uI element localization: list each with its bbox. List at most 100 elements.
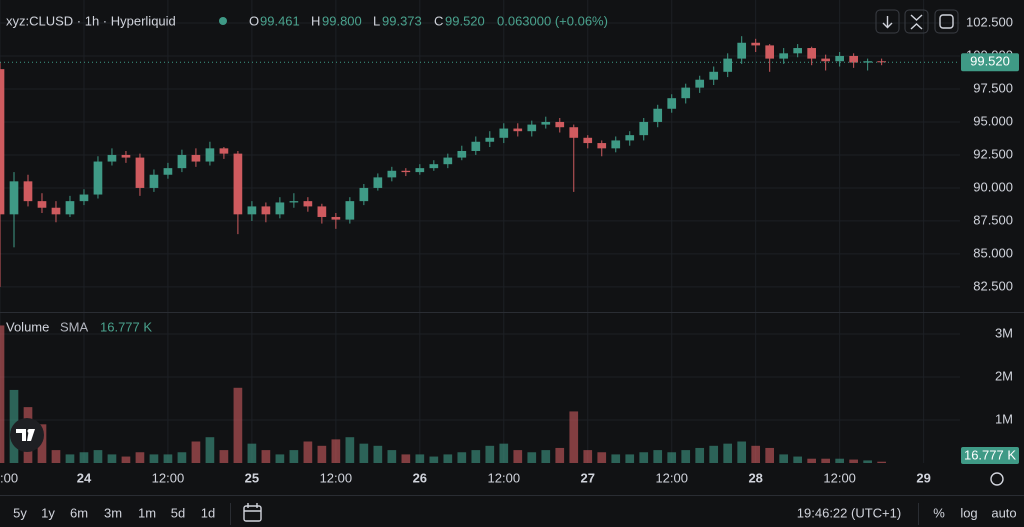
candle-body [191, 154, 201, 162]
volume-bar [765, 447, 775, 463]
icon [910, 14, 923, 30]
candle-body [37, 201, 47, 208]
volume-bar [359, 443, 369, 463]
volume-bar [135, 452, 145, 463]
ohlc-key: O [249, 13, 259, 28]
y-tick-label: 95.000 [973, 113, 1013, 128]
settings-icon[interactable] [990, 472, 1004, 486]
calendar-lines [244, 503, 261, 512]
x-tick-label: :00 [0, 470, 18, 485]
tv-logo [10, 418, 44, 452]
candle-body [303, 201, 313, 207]
candle-body [499, 128, 509, 138]
y-tick-label: 85.000 [973, 245, 1013, 260]
volume-bar [863, 460, 872, 463]
volume-bar [877, 461, 886, 463]
range-button[interactable]: 1m [138, 505, 156, 520]
volume-bar [611, 454, 621, 463]
button-down[interactable] [875, 9, 900, 34]
logo-bg [10, 418, 44, 452]
candle-body [723, 58, 733, 72]
axis-settings[interactable] [990, 472, 1004, 486]
icon [882, 16, 893, 29]
scale-option[interactable]: auto [991, 505, 1016, 520]
volume-bar [317, 445, 327, 463]
volume-bar [51, 450, 61, 463]
x-tick-label: 12:00 [823, 470, 856, 485]
range-button[interactable]: 1d [201, 505, 215, 520]
candle-body [23, 181, 33, 202]
volume-bar [653, 450, 663, 463]
candle-body [373, 177, 383, 188]
volume-bar [849, 459, 858, 463]
scale-option[interactable]: log [960, 505, 977, 520]
candle-body [681, 87, 691, 99]
volume-bar [625, 454, 635, 463]
volume-bar [373, 445, 383, 463]
candle-body [51, 207, 61, 215]
candle-body [233, 153, 243, 215]
button-collapse[interactable] [904, 9, 929, 34]
volume-bar [499, 443, 509, 463]
volume-bar [177, 452, 187, 463]
x-tick-label: 12:00 [152, 470, 185, 485]
candle-body [205, 148, 215, 162]
top-buttons [875, 9, 959, 34]
sma-title: SMA [60, 319, 89, 334]
ohlc-value: 99.800 [322, 13, 362, 28]
y-tick-label: 90.000 [973, 179, 1013, 194]
volume-bar [737, 441, 747, 463]
candle-body [331, 216, 341, 220]
range-button[interactable]: 3m [104, 505, 122, 520]
candle-body [849, 55, 858, 63]
candle-body [429, 164, 439, 169]
range-button[interactable]: 5d [171, 505, 185, 520]
volume-bar [485, 445, 495, 463]
volume-bar [275, 454, 285, 463]
volume-bar [0, 325, 5, 463]
range-button[interactable]: 6m [70, 505, 88, 520]
candle-body [247, 206, 257, 215]
ohlc-value: 99.373 [382, 13, 422, 28]
candle-body [835, 55, 844, 62]
candle-body [163, 168, 173, 175]
candle-body [485, 137, 495, 142]
x-tick-label: 25 [245, 470, 259, 485]
candle-body [877, 61, 886, 63]
calendar-icon[interactable] [243, 503, 262, 522]
volume-bar [93, 450, 103, 463]
candle-body [751, 42, 761, 46]
candle-body [317, 206, 327, 217]
volume-bar [401, 454, 411, 463]
change: 0.063000 (+0.06%) [497, 13, 608, 28]
logo-dot [27, 429, 32, 433]
volume-bar [639, 452, 649, 463]
candle-body [177, 154, 187, 169]
x-tick-label: 26 [413, 470, 427, 485]
x-tick-label: 12:00 [655, 470, 688, 485]
candle-body [625, 135, 635, 141]
calendar[interactable] [243, 505, 262, 522]
symbol: xyz:CLUSD · 1h · Hyperliquid [6, 13, 176, 28]
range-button[interactable]: 1y [41, 505, 55, 520]
range-button[interactable]: 5y [13, 505, 27, 520]
button-fullscreen[interactable] [934, 9, 959, 34]
volume-bar [541, 450, 551, 463]
volume-bar [415, 454, 425, 463]
candle-body [415, 168, 425, 173]
candle-body [121, 154, 131, 158]
candle-body [807, 48, 816, 59]
x-tick-label: 12:00 [320, 470, 353, 485]
candle-body [597, 143, 607, 149]
volume-bar [793, 456, 803, 463]
volume-bar [303, 441, 313, 463]
volume-bar [709, 445, 719, 463]
y-tick-label: 87.500 [973, 212, 1013, 227]
volume-bar [471, 450, 481, 463]
volume-bar [219, 450, 229, 463]
scale-option[interactable]: % [933, 505, 945, 520]
candle-body [219, 148, 229, 154]
volume-bar [247, 443, 257, 463]
